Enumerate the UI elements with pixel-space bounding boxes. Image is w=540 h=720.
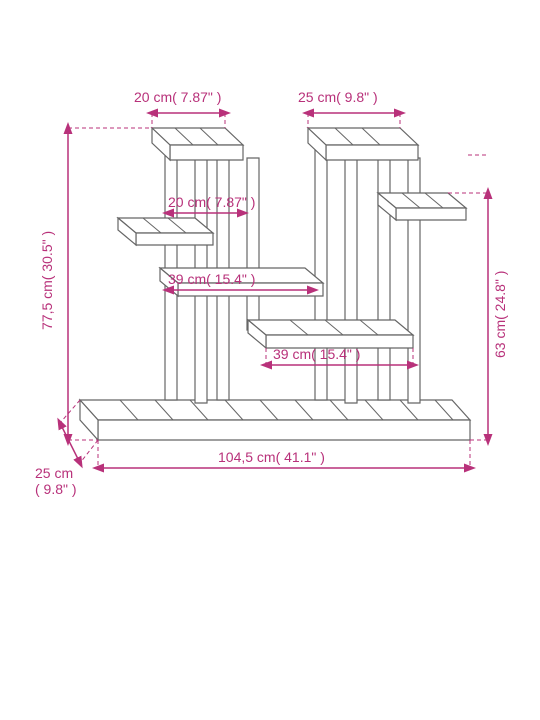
- dim-lower-left-cm: 39 cm: [168, 271, 206, 287]
- dim-lower-right-in: ( 15.4" ): [311, 346, 360, 362]
- dim-lower-right-shelf: 39 cm( 15.4" ): [266, 346, 413, 365]
- dim-mid-left-in: ( 7.87" ): [206, 194, 255, 210]
- svg-text:39 cm( 15.4" ): 39 cm( 15.4" ): [168, 271, 255, 287]
- dim-base-depth-cm: 25 cm: [35, 465, 73, 481]
- dim-base-width-cm: 104,5 cm: [218, 449, 276, 465]
- svg-text:20 cm( 7.87" ): 20 cm( 7.87" ): [168, 194, 255, 210]
- dim-top-left-in: ( 7.87" ): [172, 89, 221, 105]
- dim-height-right: 63 cm( 24.8" ): [448, 155, 508, 440]
- dim-height-right-cm: 63 cm: [492, 320, 508, 358]
- dim-mid-left-cm: 20 cm: [168, 194, 206, 210]
- dim-height-right-in: ( 24.8" ): [492, 271, 508, 320]
- svg-text:25 cm: 25 cm: [35, 465, 73, 481]
- svg-text:25 cm( 9.8" ): 25 cm( 9.8" ): [298, 89, 378, 105]
- svg-text:( 9.8" ): ( 9.8" ): [35, 481, 77, 497]
- dim-lower-right-cm: 39 cm: [273, 346, 311, 362]
- dim-lower-left-in: ( 15.4" ): [206, 271, 255, 287]
- dim-height-left-cm: 77,5 cm: [39, 280, 55, 330]
- dim-base-depth-in: ( 9.8" ): [35, 481, 77, 497]
- dim-top-right: 25 cm( 9.8" ): [298, 89, 400, 128]
- dim-top-left: 20 cm( 7.87" ): [134, 89, 225, 128]
- svg-text:77,5 cm( 30.5" ): 77,5 cm( 30.5" ): [39, 231, 55, 330]
- svg-text:20 cm( 7.87" ): 20 cm( 7.87" ): [134, 89, 221, 105]
- dim-base-width: 104,5 cm( 41.1" ): [98, 440, 470, 468]
- left-tower: [152, 128, 259, 403]
- right-upper-shelf: [378, 193, 466, 220]
- dim-top-right-cm: 25 cm: [298, 89, 336, 105]
- left-mid-shelf: [118, 218, 213, 245]
- dim-top-right-in: ( 9.8" ): [336, 89, 378, 105]
- dim-mid-left-shelf: 20 cm( 7.87" ): [168, 194, 255, 213]
- dim-height-left-in: ( 30.5" ): [39, 231, 55, 280]
- svg-text:63 cm( 24.8" ): 63 cm( 24.8" ): [492, 271, 508, 358]
- diagram-canvas: 20 cm( 7.87" ) 25 cm( 9.8" ) 20 cm( 7.87…: [0, 0, 540, 720]
- base-platform: [80, 400, 470, 440]
- svg-text:104,5 cm( 41.1" ): 104,5 cm( 41.1" ): [218, 449, 325, 465]
- svg-text:39 cm( 15.4" ): 39 cm( 15.4" ): [273, 346, 360, 362]
- dim-height-left: 77,5 cm( 30.5" ): [39, 128, 152, 440]
- lower-right-shelf: [248, 320, 413, 348]
- dim-top-left-cm: 20 cm: [134, 89, 172, 105]
- dim-base-width-in: ( 41.1" ): [276, 449, 325, 465]
